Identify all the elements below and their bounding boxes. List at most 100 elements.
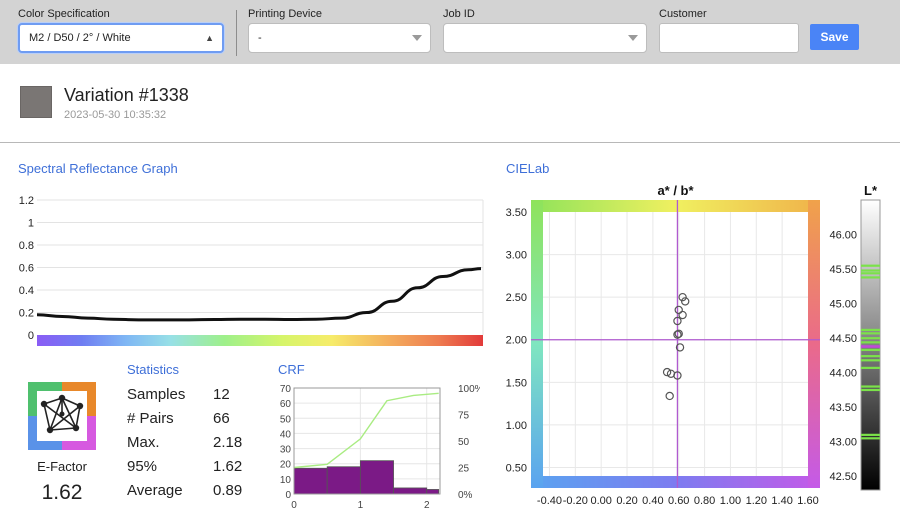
y-tick-label: 0.6 — [19, 263, 34, 275]
ab-point — [678, 292, 687, 302]
crf-left-tick: 0 — [285, 490, 291, 501]
crf-bar — [326, 466, 361, 495]
stat-label: Average — [127, 482, 183, 499]
customer-input[interactable] — [659, 23, 799, 53]
ab-y-tick: 1.50 — [506, 377, 527, 389]
stat-label: Samples — [127, 386, 186, 403]
ab-y-tick: 3.00 — [506, 250, 527, 262]
l-gradient-bar — [860, 199, 881, 491]
crf-x-tick: 2 — [424, 500, 430, 511]
l-sample-band — [861, 332, 880, 335]
ab-plot-bg — [531, 200, 820, 488]
y-tick-label: 1 — [28, 218, 34, 230]
ab-point — [662, 367, 672, 377]
printing-device-select[interactable]: - — [248, 23, 431, 53]
toolbar-divider — [236, 10, 237, 56]
ab-y-tick: 0.50 — [506, 462, 527, 474]
ab-chart-label: a* / b* — [657, 183, 694, 198]
crf-x-tick: 1 — [358, 500, 364, 511]
l-sample-band — [861, 328, 880, 332]
updown-caret-icon: ▲ — [205, 33, 214, 43]
ab-point — [678, 310, 687, 320]
crf-left-tick: 30 — [280, 445, 292, 456]
efactor-icon — [28, 382, 96, 450]
cielab-title: CIELab — [506, 161, 550, 176]
l-tick: 42.50 — [829, 471, 857, 483]
ab-edge-bottom — [531, 476, 820, 488]
ab-x-tick: 0.20 — [616, 495, 637, 507]
l-sample-band — [861, 337, 880, 340]
ab-point — [674, 329, 683, 338]
ab-x-tick: 0.80 — [694, 495, 715, 507]
l-mean-band — [861, 345, 880, 348]
l-sample-band — [861, 269, 880, 272]
ab-x-tick: 0.00 — [590, 495, 611, 507]
customer-label: Customer — [659, 8, 707, 20]
stat-label: # Pairs — [127, 410, 174, 427]
l-chart: 46.00 45.50 45.00 44.50 44.00 43.50 43.00 42.50… — [829, 183, 881, 491]
l-sample-band — [861, 388, 880, 392]
l-tick: 44.00 — [829, 368, 857, 380]
crf-right-tick: 100% — [458, 384, 480, 395]
ab-edge-right — [808, 200, 820, 488]
crf-left-tick: 70 — [280, 384, 292, 395]
l-sample-band — [861, 355, 880, 358]
crf-chart: 70 60 50 40 30 20 10 0 100% 75 50 25 0% 0 1 2 — [280, 384, 480, 511]
variation-timestamp: 2023-05-30 10:35:32 — [64, 109, 167, 121]
spectral-curve — [36, 267, 482, 322]
efactor-value: 1.62 — [41, 481, 83, 504]
chevron-down-icon — [412, 35, 422, 41]
chevron-down-icon — [628, 35, 638, 41]
y-tick-label: 0.4 — [19, 285, 34, 297]
ab-edge-top — [531, 200, 820, 212]
ab-x-tick: 1.40 — [771, 495, 792, 507]
printing-device-value: - — [258, 32, 262, 44]
color-spec-select[interactable]: M2 / D50 / 2° / White ▲ — [18, 23, 224, 53]
ab-point — [665, 391, 674, 401]
crf-cumulative-line — [293, 392, 439, 469]
l-sample-band — [861, 348, 880, 352]
crf-right-tick: 50 — [458, 437, 470, 448]
spectral-graph: 1.2 1 0.8 0.6 0.4 0.2 0 — [19, 195, 484, 346]
job-id-label: Job ID — [443, 8, 475, 20]
y-tick-label: 1.2 — [19, 195, 34, 207]
ab-x-tick: 0.40 — [642, 495, 663, 507]
stat-value: 2.18 — [213, 434, 243, 451]
stat-label: 95% — [127, 458, 158, 475]
ab-x-tick: -0.20 — [563, 495, 588, 507]
ab-x-tick: 1.20 — [746, 495, 767, 507]
toolbar: Color Specification M2 / D50 / 2° / Whit… — [0, 0, 900, 64]
crf-bar — [293, 467, 328, 495]
crf-left-tick: 20 — [280, 460, 292, 471]
color-spec-label: Color Specification — [18, 8, 110, 20]
l-tick: 45.50 — [829, 264, 857, 276]
efactor-label: E-Factor — [37, 459, 87, 474]
save-button[interactable]: Save — [810, 24, 859, 50]
variation-title: Variation #1338 — [64, 85, 189, 105]
spectral-title: Spectral Reflectance Graph — [18, 161, 178, 176]
stat-value: 0.89 — [213, 482, 243, 499]
ab-chart: 3.503.002.502.001.501.000.50-0.40 -0.20 0.… — [506, 183, 820, 507]
ab-y-tick: 2.50 — [506, 292, 527, 304]
ab-y-tick: 2.00 — [506, 335, 527, 347]
crf-x-tick: 0 — [291, 500, 297, 511]
ab-x-tick: 1.00 — [720, 495, 741, 507]
ab-point — [673, 371, 682, 380]
l-tick: 46.00 — [829, 230, 857, 242]
color-spec-value: M2 / D50 / 2° / White — [29, 32, 131, 44]
crf-frame — [293, 387, 441, 495]
crf-right-tick: 25 — [458, 464, 470, 475]
job-id-select[interactable] — [443, 23, 647, 53]
l-tick: 45.00 — [829, 299, 857, 311]
crf-right-tick: 75 — [458, 411, 470, 422]
ab-point — [673, 330, 682, 339]
stat-value: 12 — [213, 386, 230, 403]
crf-title: CRF — [278, 362, 305, 377]
crf-left-tick: 40 — [280, 429, 292, 440]
l-chart-label: L* — [864, 183, 878, 198]
stat-value: 1.62 — [213, 458, 243, 475]
ab-point — [680, 297, 690, 306]
ab-y-tick: 3.50 — [506, 207, 527, 219]
l-sample-band — [861, 341, 880, 344]
ab-point — [675, 343, 685, 352]
